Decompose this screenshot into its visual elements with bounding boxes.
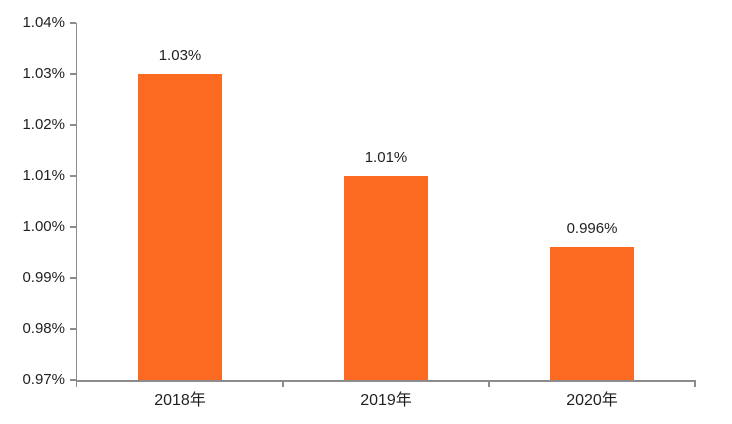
y-axis-tick (69, 22, 76, 24)
x-axis-tick (282, 380, 284, 387)
y-axis-tick (69, 73, 76, 75)
y-axis-tick-label: 1.01% (22, 167, 65, 184)
y-axis-tick-label: 1.00% (22, 218, 65, 235)
bar-value-label: 1.01% (364, 149, 408, 166)
bar-2019 (344, 176, 428, 380)
y-axis-tick-label: 1.02% (22, 116, 65, 133)
y-axis-tick (69, 175, 76, 177)
y-axis-tick (69, 277, 76, 279)
bar-value-label: 0.996% (566, 220, 618, 238)
x-axis-label: 2018年 (154, 392, 206, 409)
y-axis-tick-label: 1.04% (22, 14, 65, 31)
y-axis-tick-label: 1.03% (22, 65, 65, 82)
x-axis-label: 2020年 (566, 392, 618, 409)
y-axis-tick (69, 124, 76, 126)
y-axis-tick (69, 328, 76, 330)
bar-value-label: 1.03% (158, 47, 202, 64)
y-axis-tick-label: 0.99% (22, 269, 65, 286)
y-axis-tick (69, 226, 76, 228)
y-axis-tick-label: 0.98% (22, 320, 65, 337)
bar-2020 (550, 247, 634, 380)
y-axis-tick (69, 379, 76, 381)
x-axis-tick (488, 380, 490, 387)
bar-2018 (138, 74, 222, 380)
x-axis-label: 2019年 (360, 392, 412, 409)
x-axis-line (75, 380, 695, 382)
x-axis-tick (694, 380, 696, 387)
y-axis-tick-label: 0.97% (22, 371, 65, 388)
y-axis-line (75, 23, 77, 387)
